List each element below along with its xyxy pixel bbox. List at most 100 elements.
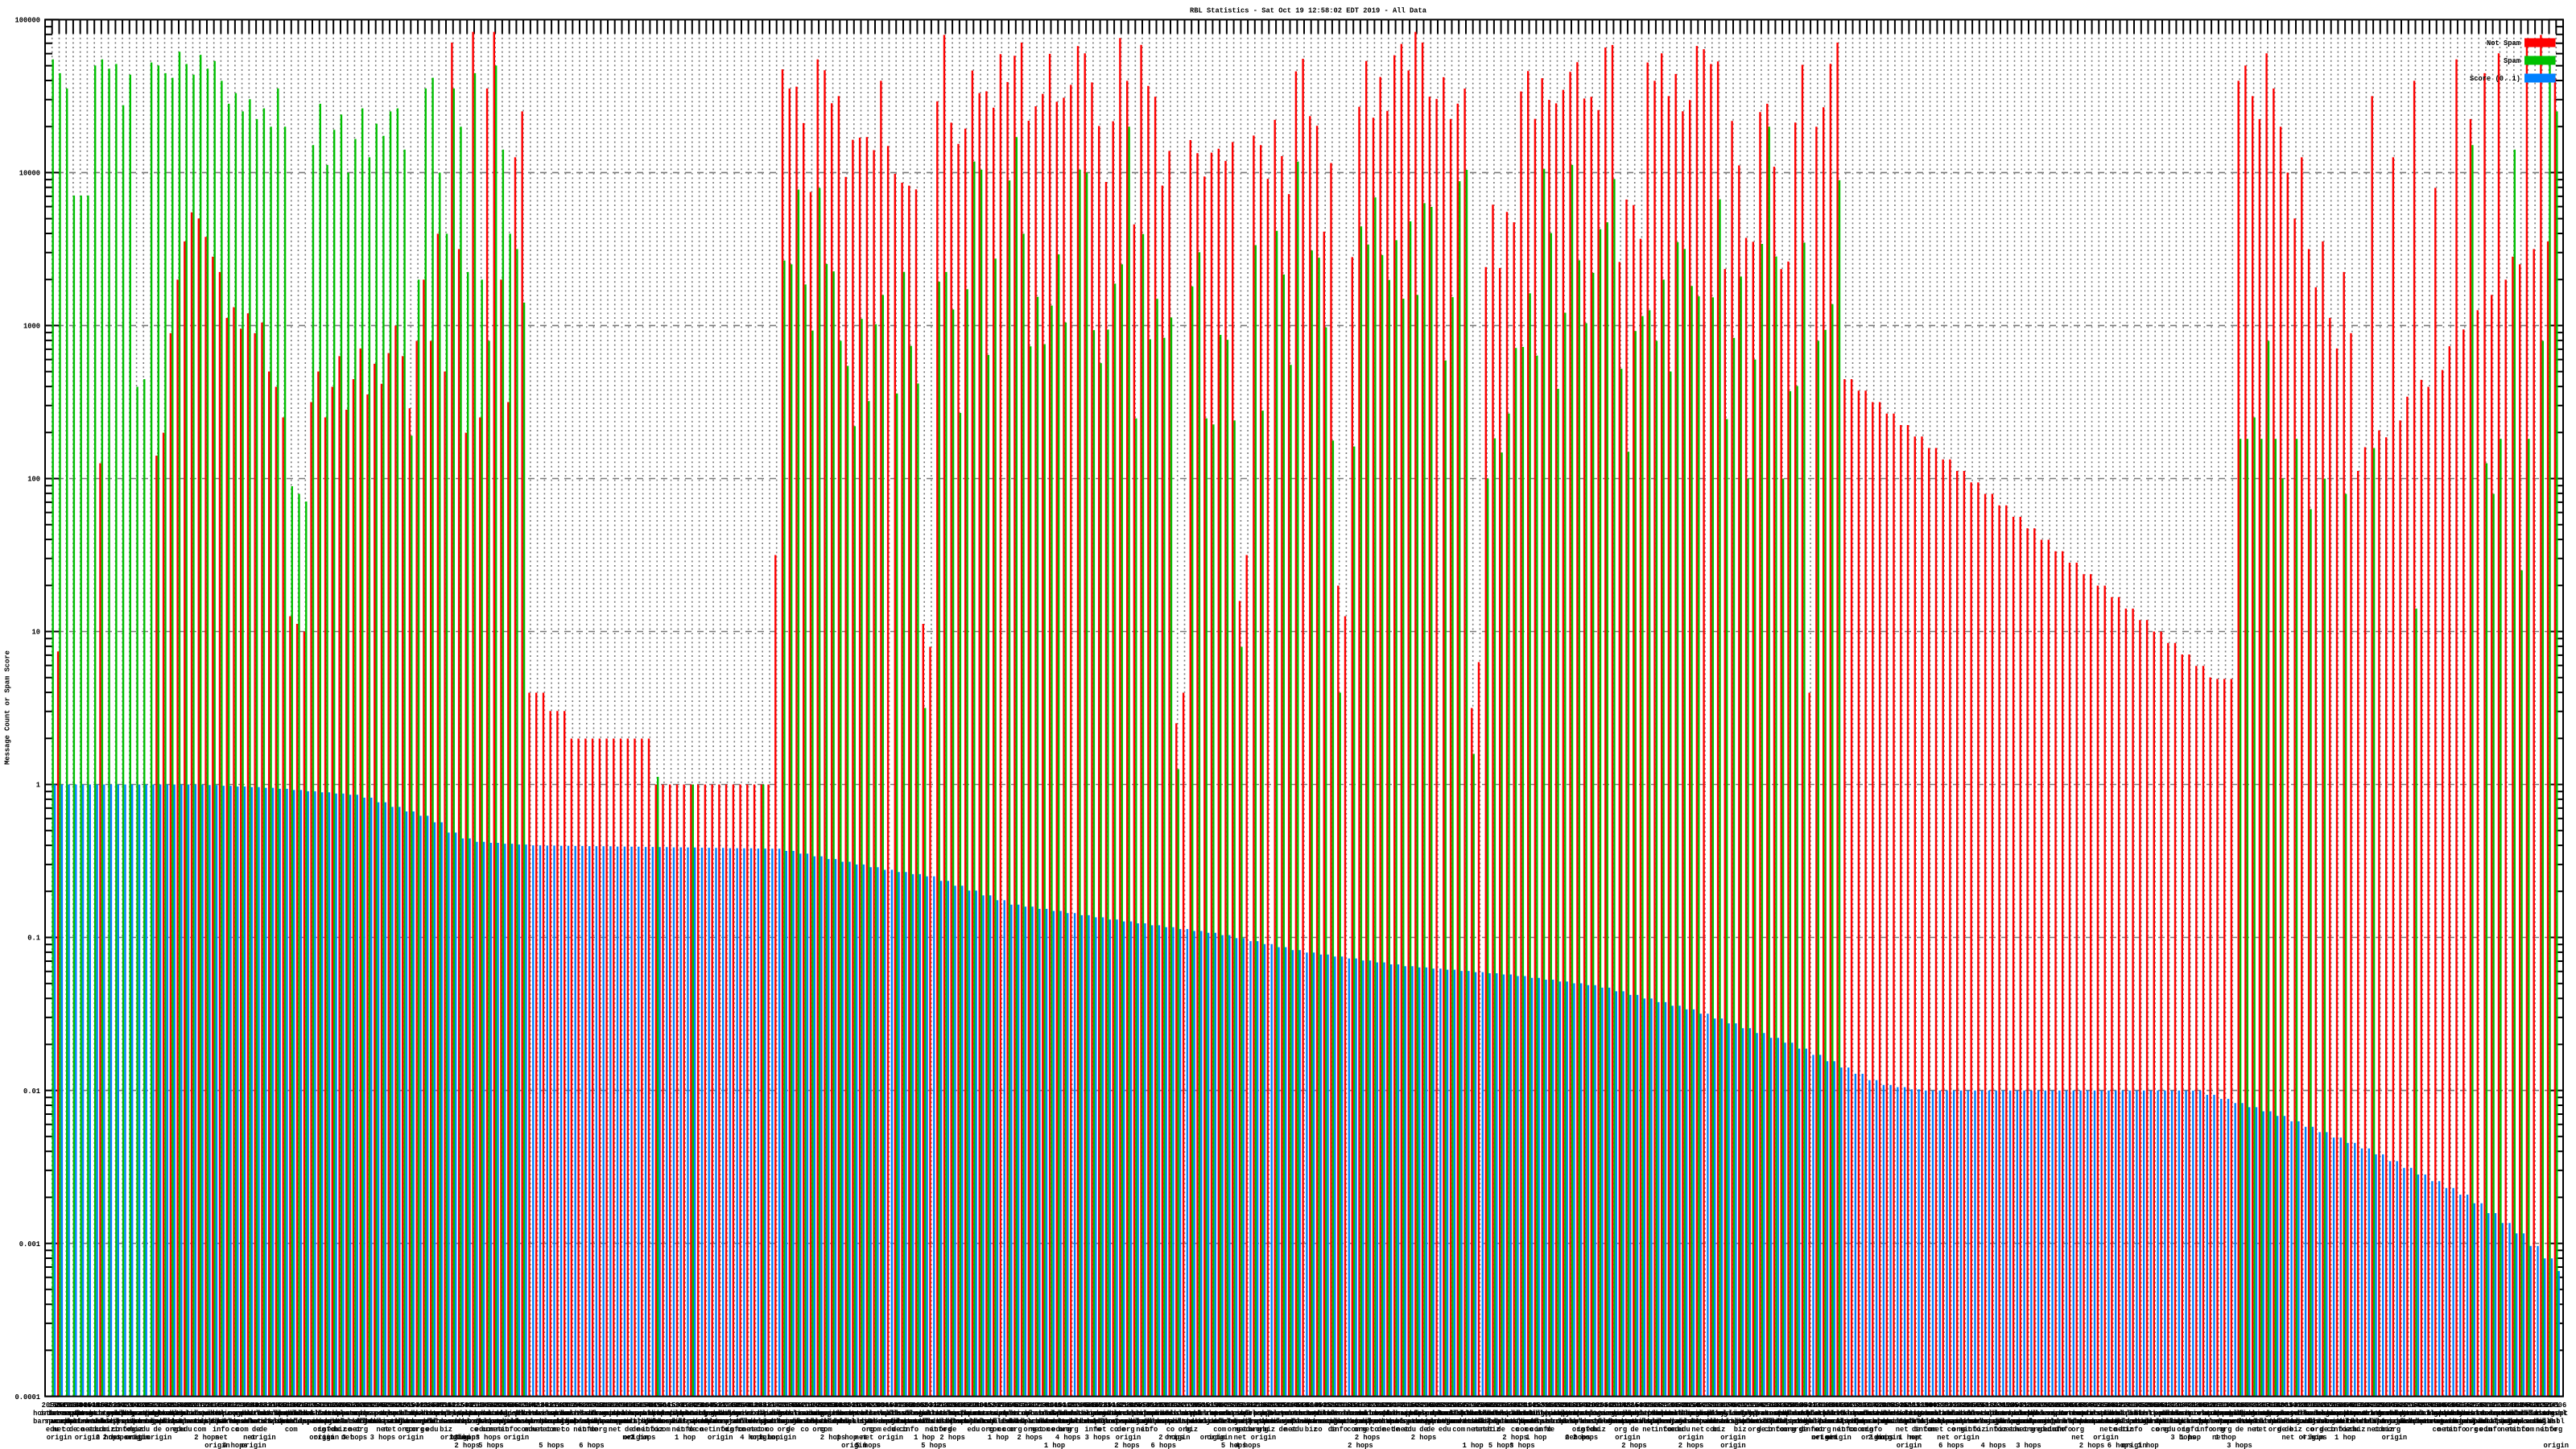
svg-text:de: de bbox=[2235, 1426, 2244, 1434]
svg-text:dsbl: dsbl bbox=[1007, 1418, 1024, 1426]
svg-text:sorbs: sorbs bbox=[1301, 1418, 1322, 1426]
svg-text:spamhaus: spamhaus bbox=[141, 1410, 175, 1418]
svg-text:barracuda: barracuda bbox=[1841, 1410, 1880, 1418]
svg-text:10140: 10140 bbox=[548, 1402, 569, 1410]
svg-text:20506: 20506 bbox=[1469, 1402, 1490, 1410]
svg-text:dronebl: dronebl bbox=[1430, 1410, 1459, 1418]
svg-text:50312: 50312 bbox=[316, 1402, 336, 1410]
svg-text:spamrats: spamrats bbox=[1189, 1410, 1223, 1418]
svg-text:sorbs: sorbs bbox=[998, 1410, 1019, 1418]
svg-text:48205: 48205 bbox=[1265, 1402, 1286, 1410]
svg-text:co: co bbox=[561, 1426, 570, 1434]
svg-text:uceprot: uceprot bbox=[1156, 1418, 1186, 1426]
svg-text:spamcop: spamcop bbox=[2492, 1418, 2522, 1426]
svg-text:biz: biz bbox=[130, 1426, 143, 1434]
svg-text:origin: origin bbox=[1720, 1442, 1746, 1449]
svg-text:org: org bbox=[1614, 1426, 1627, 1434]
svg-text:10140: 10140 bbox=[605, 1402, 625, 1410]
svg-text:net: net bbox=[1832, 1426, 1845, 1434]
svg-text:40251: 40251 bbox=[2293, 1402, 2314, 1410]
svg-text:spamcop: spamcop bbox=[1781, 1418, 1811, 1426]
svg-text:rbldns: rbldns bbox=[1847, 1418, 1873, 1426]
svg-text:co: co bbox=[997, 1426, 1006, 1434]
svg-text:408531: 408531 bbox=[1129, 1402, 1155, 1410]
svg-text:psbl: psbl bbox=[1647, 1410, 1664, 1418]
svg-text:junkemail: junkemail bbox=[1996, 1418, 2033, 1426]
svg-text:dronebl: dronebl bbox=[1992, 1410, 2022, 1418]
svg-text:spamhaus: spamhaus bbox=[485, 1418, 519, 1426]
svg-text:spamrats: spamrats bbox=[844, 1418, 878, 1426]
svg-text:20145: 20145 bbox=[84, 1402, 105, 1410]
svg-text:org: org bbox=[1122, 1426, 1135, 1434]
svg-text:co: co bbox=[2433, 1426, 2442, 1434]
svg-text:spamrats: spamrats bbox=[337, 1410, 371, 1418]
svg-text:10: 10 bbox=[32, 629, 41, 637]
svg-text:40203: 40203 bbox=[133, 1402, 154, 1410]
svg-text:spamrats: spamrats bbox=[900, 1418, 934, 1426]
svg-text:408531: 408531 bbox=[911, 1402, 937, 1410]
svg-text:truncate: truncate bbox=[2061, 1410, 2095, 1418]
svg-text:sorbs: sorbs bbox=[217, 1418, 238, 1426]
svg-text:40251: 40251 bbox=[2468, 1402, 2489, 1410]
svg-text:uceprot: uceprot bbox=[938, 1418, 968, 1426]
svg-text:10140: 10140 bbox=[731, 1402, 752, 1410]
svg-text:40251: 40251 bbox=[2532, 1402, 2553, 1410]
svg-text:junkemail: junkemail bbox=[2017, 1418, 2054, 1426]
svg-text:barracuda: barracuda bbox=[1011, 1418, 1050, 1426]
svg-text:10844: 10844 bbox=[1378, 1402, 1400, 1410]
svg-text:408531: 408531 bbox=[877, 1402, 902, 1410]
svg-text:408531: 408531 bbox=[1587, 1402, 1612, 1410]
svg-text:20506: 20506 bbox=[154, 1402, 175, 1410]
svg-text:40251: 40251 bbox=[2391, 1402, 2412, 1410]
svg-text:info: info bbox=[1837, 1426, 1854, 1434]
svg-text:truncate: truncate bbox=[2476, 1410, 2510, 1418]
svg-text:40162: 40162 bbox=[2384, 1402, 2405, 1410]
svg-text:de: de bbox=[259, 1426, 268, 1434]
svg-text:de: de bbox=[1757, 1426, 1766, 1434]
svg-text:44214: 44214 bbox=[415, 1402, 436, 1410]
svg-text:de: de bbox=[589, 1426, 598, 1434]
svg-text:10423: 10423 bbox=[1350, 1402, 1371, 1410]
svg-text:rbldnsd: rbldnsd bbox=[1170, 1410, 1199, 1418]
svg-text:njabl: njabl bbox=[1983, 1418, 2004, 1426]
svg-text:origin: origin bbox=[398, 1434, 423, 1442]
svg-text:40251: 40251 bbox=[1892, 1402, 1913, 1410]
svg-text:origin: origin bbox=[75, 1434, 101, 1442]
svg-text:njabl: njabl bbox=[2039, 1418, 2060, 1426]
svg-text:co: co bbox=[1110, 1426, 1119, 1434]
svg-text:psbl: psbl bbox=[1232, 1410, 1249, 1418]
svg-text:1 hop: 1 hop bbox=[988, 1434, 1009, 1442]
svg-text:info: info bbox=[2512, 1426, 2529, 1434]
svg-text:com: com bbox=[1452, 1426, 1465, 1434]
svg-text:wpbl: wpbl bbox=[1402, 1410, 1418, 1418]
svg-text:rbldnsd: rbldnsd bbox=[2387, 1410, 2417, 1418]
svg-text:senderscore: senderscore bbox=[1147, 1410, 1194, 1418]
svg-text:mailspike: mailspike bbox=[265, 1410, 303, 1418]
svg-text:20506: 20506 bbox=[1744, 1402, 1765, 1410]
svg-text:psbl: psbl bbox=[515, 1410, 532, 1418]
svg-text:40203: 40203 bbox=[935, 1402, 956, 1410]
svg-text:40513: 40513 bbox=[583, 1402, 604, 1410]
svg-text:msrbl: msrbl bbox=[1034, 1410, 1055, 1418]
svg-text:net: net bbox=[2438, 1426, 2450, 1434]
svg-text:njabl: njabl bbox=[499, 1418, 520, 1426]
svg-text:spamcop: spamcop bbox=[1001, 1410, 1030, 1418]
svg-text:metunet: metunet bbox=[2042, 1418, 2072, 1426]
svg-text:com: com bbox=[1038, 1426, 1051, 1434]
svg-text:mailspike: mailspike bbox=[667, 1418, 704, 1426]
svg-text:dronebl: dronebl bbox=[1514, 1410, 1544, 1418]
svg-text:barracuda: barracuda bbox=[2502, 1418, 2541, 1426]
svg-text:40203: 40203 bbox=[119, 1402, 140, 1410]
svg-text:co: co bbox=[2475, 1426, 2483, 1434]
svg-text:de: de bbox=[786, 1426, 795, 1434]
svg-text:hostkarma: hostkarma bbox=[413, 1410, 452, 1418]
svg-text:20506: 20506 bbox=[372, 1402, 393, 1410]
svg-text:barracuda: barracuda bbox=[2256, 1418, 2294, 1426]
svg-text:net: net bbox=[2254, 1426, 2267, 1434]
svg-text:20145: 20145 bbox=[1335, 1402, 1356, 1410]
svg-text:spamcop: spamcop bbox=[44, 1418, 74, 1426]
svg-text:abuseat: abuseat bbox=[1205, 1410, 1235, 1418]
svg-text:50312: 50312 bbox=[1019, 1402, 1040, 1410]
svg-text:njabl: njabl bbox=[759, 1418, 780, 1426]
svg-text:junkemail: junkemail bbox=[2115, 1418, 2153, 1426]
